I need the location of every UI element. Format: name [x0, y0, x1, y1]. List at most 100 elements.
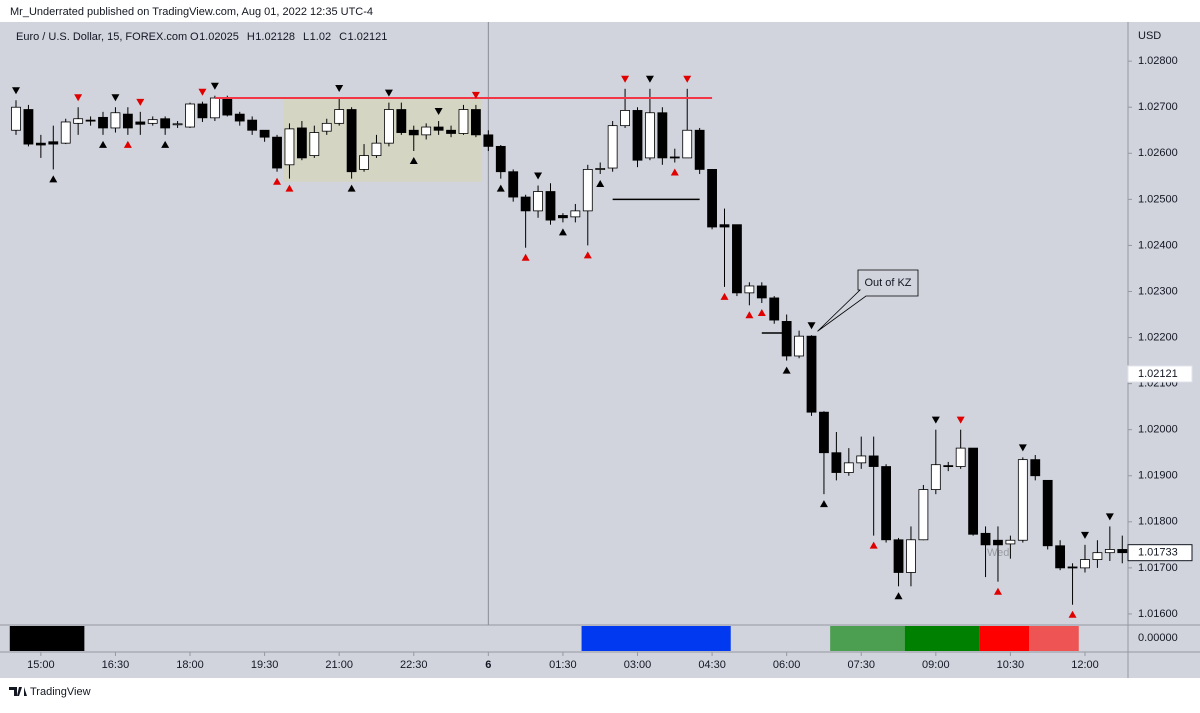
candle-body — [1055, 545, 1066, 569]
candle-body — [1092, 552, 1103, 560]
candle-body — [334, 109, 345, 124]
x-tick-label: 07:30 — [847, 659, 875, 671]
candle-body — [980, 532, 991, 546]
candle-body — [1005, 539, 1016, 545]
marker-down — [384, 89, 393, 97]
candle-body — [234, 113, 245, 122]
candle-body — [73, 118, 84, 124]
candle-body — [955, 447, 966, 467]
y-tick-label: 1.02800 — [1138, 55, 1178, 67]
candle-body — [272, 136, 282, 169]
marker-down — [111, 94, 120, 102]
price-axis-background — [1128, 22, 1200, 678]
candle-body — [819, 411, 829, 454]
marker-up — [993, 587, 1002, 595]
candle-body — [160, 118, 171, 129]
candle-body — [1030, 459, 1041, 477]
candle-body — [707, 169, 717, 228]
candle-body — [396, 109, 407, 133]
session-bar — [904, 626, 980, 651]
x-tick-label: 03:00 — [624, 659, 652, 671]
candle-body — [520, 196, 531, 212]
marker-down — [471, 91, 480, 99]
currency: USD — [1138, 30, 1161, 42]
marker-down — [210, 82, 219, 90]
legend-key: L — [303, 31, 309, 43]
x-tick-label: 21:00 — [325, 659, 353, 671]
session-bar — [830, 626, 905, 651]
candle-body — [458, 109, 469, 134]
marker-up — [819, 500, 828, 508]
marker-up — [521, 253, 530, 261]
candle-body — [433, 126, 444, 131]
marker-down — [931, 416, 940, 424]
marker-down — [683, 75, 692, 83]
candle-body — [806, 335, 817, 413]
candle-body — [732, 224, 742, 294]
marker-up — [670, 168, 679, 176]
candle-body — [209, 97, 220, 119]
candle-body — [483, 134, 494, 147]
candle-body — [1067, 566, 1078, 569]
candle-body — [843, 462, 854, 473]
candle-body — [247, 119, 258, 131]
candle-body — [11, 106, 21, 131]
candle-body — [893, 539, 904, 573]
candle-body — [545, 191, 556, 221]
marker-up — [583, 251, 592, 259]
candle-body — [1104, 549, 1115, 554]
candle-body — [968, 447, 979, 535]
tradingview-logo — [9, 687, 27, 696]
y-tick-label: 1.01700 — [1138, 562, 1178, 574]
marker-down — [198, 88, 207, 96]
candle-body — [868, 455, 879, 467]
x-tick-label: 22:30 — [400, 659, 428, 671]
x-tick-label: 16:30 — [102, 659, 130, 671]
y-tick-label: 1.02000 — [1138, 424, 1178, 436]
marker-down — [807, 322, 816, 330]
marker-up — [285, 184, 294, 192]
candle-body — [60, 121, 71, 144]
marker-up — [161, 140, 170, 148]
legend-value: 1.02128 — [255, 31, 295, 43]
candle-body — [284, 128, 295, 166]
x-tick-label: 12:00 — [1071, 659, 1099, 671]
legend-value: 1.02121 — [348, 31, 388, 43]
marker-up — [273, 177, 282, 185]
time-axis-background — [0, 652, 1128, 678]
candle-body — [23, 109, 34, 145]
candle-body — [346, 109, 357, 173]
y-tick-label: 1.02600 — [1138, 147, 1178, 159]
candle-body — [744, 285, 755, 294]
marker-down — [1018, 444, 1027, 452]
candle-body — [321, 122, 332, 132]
candle-body — [85, 119, 96, 122]
marker-up — [745, 311, 754, 319]
marker-up — [894, 592, 903, 600]
candle-body — [371, 142, 382, 156]
marker-up — [558, 228, 567, 236]
candle-body — [645, 112, 655, 159]
candle-body — [197, 103, 208, 119]
candle-body — [259, 129, 270, 138]
candle-body — [831, 452, 842, 473]
marker-up — [49, 175, 58, 183]
candle-body — [694, 129, 705, 170]
candle-body — [930, 464, 941, 490]
candle-body — [383, 109, 394, 144]
marker-up — [409, 156, 418, 164]
marker-down — [74, 94, 83, 102]
candle-body — [309, 132, 320, 156]
pane-tick-label: 0.00000 — [1138, 632, 1178, 644]
candle-body — [471, 109, 481, 136]
candle-body — [172, 123, 183, 126]
publisher: Mr_Underrated published on TradingView.c… — [10, 6, 373, 18]
candle-body — [147, 119, 158, 124]
x-tick-label: 09:00 — [922, 659, 950, 671]
plot-background — [0, 22, 1128, 625]
legend-key: O — [190, 31, 199, 43]
candle-body — [719, 224, 730, 228]
marker-up — [757, 309, 766, 317]
marker-down — [956, 416, 965, 424]
